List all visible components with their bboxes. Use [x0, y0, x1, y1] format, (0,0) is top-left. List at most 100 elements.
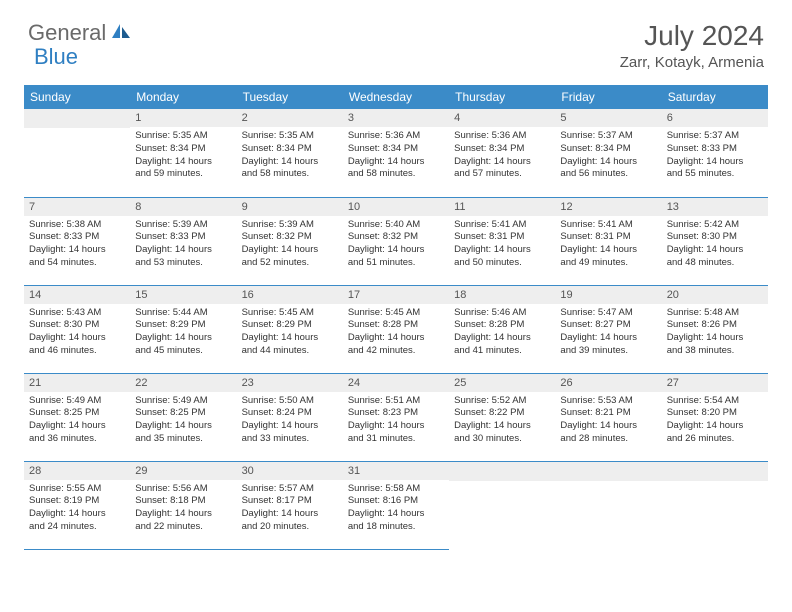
calendar-cell — [662, 461, 768, 549]
day-number: 11 — [449, 198, 555, 216]
calendar-cell: 22Sunrise: 5:49 AMSunset: 8:25 PMDayligh… — [130, 373, 236, 461]
weekday-header: Monday — [130, 85, 236, 109]
calendar-week-row: 14Sunrise: 5:43 AMSunset: 8:30 PMDayligh… — [24, 285, 768, 373]
day-details: Sunrise: 5:57 AMSunset: 8:17 PMDaylight:… — [237, 480, 343, 538]
day-number: 22 — [130, 374, 236, 392]
day-number: 12 — [555, 198, 661, 216]
day-details: Sunrise: 5:38 AMSunset: 8:33 PMDaylight:… — [24, 216, 130, 274]
day-number: 24 — [343, 374, 449, 392]
day-details: Sunrise: 5:37 AMSunset: 8:33 PMDaylight:… — [662, 127, 768, 185]
day-number: 21 — [24, 374, 130, 392]
day-details: Sunrise: 5:35 AMSunset: 8:34 PMDaylight:… — [130, 127, 236, 185]
calendar-cell — [24, 109, 130, 197]
calendar-cell: 23Sunrise: 5:50 AMSunset: 8:24 PMDayligh… — [237, 373, 343, 461]
day-details: Sunrise: 5:46 AMSunset: 8:28 PMDaylight:… — [449, 304, 555, 362]
weekday-header: Tuesday — [237, 85, 343, 109]
calendar-table: SundayMondayTuesdayWednesdayThursdayFrid… — [24, 85, 768, 550]
calendar-cell: 9Sunrise: 5:39 AMSunset: 8:32 PMDaylight… — [237, 197, 343, 285]
day-number: 6 — [662, 109, 768, 127]
calendar-cell: 11Sunrise: 5:41 AMSunset: 8:31 PMDayligh… — [449, 197, 555, 285]
day-details: Sunrise: 5:51 AMSunset: 8:23 PMDaylight:… — [343, 392, 449, 450]
empty-day-number — [449, 462, 555, 481]
day-number: 14 — [24, 286, 130, 304]
page-header: General July 2024 Zarr, Kotayk, Armenia — [0, 0, 792, 79]
calendar-cell: 17Sunrise: 5:45 AMSunset: 8:28 PMDayligh… — [343, 285, 449, 373]
day-details: Sunrise: 5:37 AMSunset: 8:34 PMDaylight:… — [555, 127, 661, 185]
calendar-cell: 13Sunrise: 5:42 AMSunset: 8:30 PMDayligh… — [662, 197, 768, 285]
day-details: Sunrise: 5:43 AMSunset: 8:30 PMDaylight:… — [24, 304, 130, 362]
calendar-cell: 20Sunrise: 5:48 AMSunset: 8:26 PMDayligh… — [662, 285, 768, 373]
day-number: 4 — [449, 109, 555, 127]
day-details: Sunrise: 5:45 AMSunset: 8:29 PMDaylight:… — [237, 304, 343, 362]
day-number: 30 — [237, 462, 343, 480]
day-number: 7 — [24, 198, 130, 216]
calendar-week-row: 28Sunrise: 5:55 AMSunset: 8:19 PMDayligh… — [24, 461, 768, 549]
day-number: 10 — [343, 198, 449, 216]
day-details: Sunrise: 5:55 AMSunset: 8:19 PMDaylight:… — [24, 480, 130, 538]
day-details: Sunrise: 5:53 AMSunset: 8:21 PMDaylight:… — [555, 392, 661, 450]
calendar-week-row: 21Sunrise: 5:49 AMSunset: 8:25 PMDayligh… — [24, 373, 768, 461]
calendar-body: 1Sunrise: 5:35 AMSunset: 8:34 PMDaylight… — [24, 109, 768, 549]
day-details: Sunrise: 5:41 AMSunset: 8:31 PMDaylight:… — [449, 216, 555, 274]
weekday-header: Thursday — [449, 85, 555, 109]
day-details: Sunrise: 5:36 AMSunset: 8:34 PMDaylight:… — [343, 127, 449, 185]
calendar-cell: 4Sunrise: 5:36 AMSunset: 8:34 PMDaylight… — [449, 109, 555, 197]
weekday-header: Friday — [555, 85, 661, 109]
day-details: Sunrise: 5:56 AMSunset: 8:18 PMDaylight:… — [130, 480, 236, 538]
calendar-cell: 24Sunrise: 5:51 AMSunset: 8:23 PMDayligh… — [343, 373, 449, 461]
calendar-cell: 27Sunrise: 5:54 AMSunset: 8:20 PMDayligh… — [662, 373, 768, 461]
day-number: 15 — [130, 286, 236, 304]
calendar-cell: 30Sunrise: 5:57 AMSunset: 8:17 PMDayligh… — [237, 461, 343, 549]
location-line: Zarr, Kotayk, Armenia — [620, 54, 764, 71]
brand-word-1: General — [28, 20, 106, 46]
day-number: 9 — [237, 198, 343, 216]
brand-sail-icon — [110, 22, 132, 45]
weekday-header: Sunday — [24, 85, 130, 109]
calendar-week-row: 7Sunrise: 5:38 AMSunset: 8:33 PMDaylight… — [24, 197, 768, 285]
day-number: 5 — [555, 109, 661, 127]
calendar-cell: 1Sunrise: 5:35 AMSunset: 8:34 PMDaylight… — [130, 109, 236, 197]
day-number: 16 — [237, 286, 343, 304]
day-details: Sunrise: 5:50 AMSunset: 8:24 PMDaylight:… — [237, 392, 343, 450]
title-block: July 2024 Zarr, Kotayk, Armenia — [620, 20, 764, 71]
calendar-cell: 25Sunrise: 5:52 AMSunset: 8:22 PMDayligh… — [449, 373, 555, 461]
calendar-cell: 18Sunrise: 5:46 AMSunset: 8:28 PMDayligh… — [449, 285, 555, 373]
brand-word-2: Blue — [34, 44, 78, 69]
calendar-week-row: 1Sunrise: 5:35 AMSunset: 8:34 PMDaylight… — [24, 109, 768, 197]
day-details: Sunrise: 5:58 AMSunset: 8:16 PMDaylight:… — [343, 480, 449, 538]
brand-word-2-wrap: Blue — [34, 44, 78, 70]
day-number: 28 — [24, 462, 130, 480]
empty-day-number — [555, 462, 661, 481]
calendar-cell: 6Sunrise: 5:37 AMSunset: 8:33 PMDaylight… — [662, 109, 768, 197]
day-details: Sunrise: 5:45 AMSunset: 8:28 PMDaylight:… — [343, 304, 449, 362]
calendar-cell: 7Sunrise: 5:38 AMSunset: 8:33 PMDaylight… — [24, 197, 130, 285]
calendar-cell: 5Sunrise: 5:37 AMSunset: 8:34 PMDaylight… — [555, 109, 661, 197]
day-details: Sunrise: 5:48 AMSunset: 8:26 PMDaylight:… — [662, 304, 768, 362]
day-details: Sunrise: 5:39 AMSunset: 8:33 PMDaylight:… — [130, 216, 236, 274]
day-number: 20 — [662, 286, 768, 304]
calendar-cell — [449, 461, 555, 549]
calendar-cell: 14Sunrise: 5:43 AMSunset: 8:30 PMDayligh… — [24, 285, 130, 373]
calendar-cell: 10Sunrise: 5:40 AMSunset: 8:32 PMDayligh… — [343, 197, 449, 285]
calendar-cell: 26Sunrise: 5:53 AMSunset: 8:21 PMDayligh… — [555, 373, 661, 461]
day-number: 17 — [343, 286, 449, 304]
calendar-cell: 21Sunrise: 5:49 AMSunset: 8:25 PMDayligh… — [24, 373, 130, 461]
day-number: 27 — [662, 374, 768, 392]
day-details: Sunrise: 5:44 AMSunset: 8:29 PMDaylight:… — [130, 304, 236, 362]
day-number: 13 — [662, 198, 768, 216]
calendar-cell: 31Sunrise: 5:58 AMSunset: 8:16 PMDayligh… — [343, 461, 449, 549]
day-number: 3 — [343, 109, 449, 127]
calendar-cell: 16Sunrise: 5:45 AMSunset: 8:29 PMDayligh… — [237, 285, 343, 373]
calendar-cell: 28Sunrise: 5:55 AMSunset: 8:19 PMDayligh… — [24, 461, 130, 549]
day-details: Sunrise: 5:41 AMSunset: 8:31 PMDaylight:… — [555, 216, 661, 274]
day-details: Sunrise: 5:42 AMSunset: 8:30 PMDaylight:… — [662, 216, 768, 274]
empty-day-number — [662, 462, 768, 481]
day-details: Sunrise: 5:52 AMSunset: 8:22 PMDaylight:… — [449, 392, 555, 450]
day-number: 31 — [343, 462, 449, 480]
weekday-header: Wednesday — [343, 85, 449, 109]
day-number: 25 — [449, 374, 555, 392]
day-number: 29 — [130, 462, 236, 480]
calendar-cell: 12Sunrise: 5:41 AMSunset: 8:31 PMDayligh… — [555, 197, 661, 285]
calendar-header-row: SundayMondayTuesdayWednesdayThursdayFrid… — [24, 85, 768, 109]
brand-logo: General — [28, 20, 134, 46]
